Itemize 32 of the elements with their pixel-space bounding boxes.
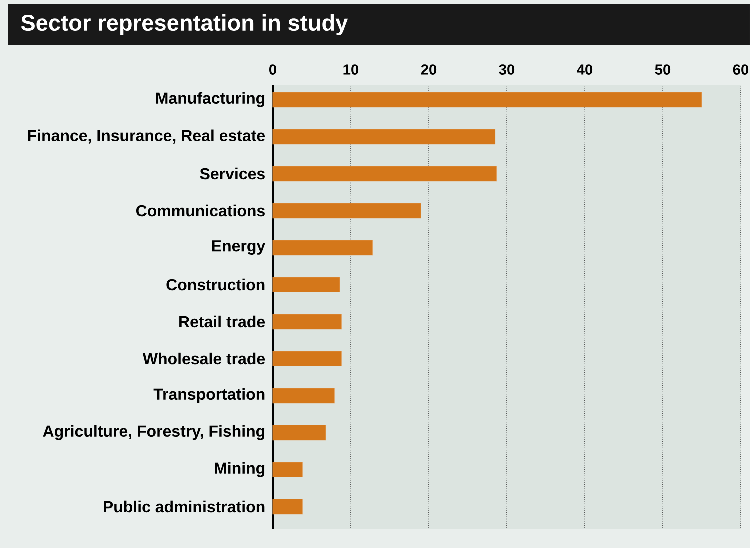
- x-tick-label: 60: [733, 64, 749, 75]
- y-tick-label: Manufacturing: [156, 92, 265, 108]
- y-tick-label: Finance, Insurance, Real estate: [28, 130, 266, 144]
- bar: [272, 277, 340, 293]
- y-tick-label: Public administration: [104, 500, 265, 513]
- y-tick-label: Services: [200, 168, 265, 180]
- x-tick-label: 30: [499, 64, 515, 75]
- y-tick-label: Wholesale trade: [142, 352, 266, 365]
- y-tick-label: Mining: [215, 462, 265, 478]
- bar: [272, 388, 335, 404]
- chart-title: Sector representation in study: [21, 14, 348, 36]
- x-tick-label: 20: [421, 64, 437, 75]
- y-tick-label: Transportation: [154, 388, 265, 404]
- x-tick-label: 50: [655, 64, 671, 75]
- y-tick-label: Construction: [166, 278, 265, 291]
- bar: [272, 425, 326, 441]
- bar: [272, 499, 303, 515]
- x-tick-label: 40: [577, 64, 593, 75]
- x-tick-label: 10: [344, 64, 359, 75]
- bar: [272, 314, 342, 330]
- bar: [272, 203, 422, 219]
- y-tick-label: Retail trade: [180, 316, 266, 328]
- bar: [272, 351, 342, 367]
- bar: [272, 166, 498, 182]
- bar: [272, 92, 702, 108]
- bar: [272, 240, 374, 256]
- y-tick-label: Agriculture, Forestry, Fishing: [43, 425, 265, 440]
- bar: [272, 129, 496, 145]
- bar: [272, 462, 303, 478]
- y-tick-label: Communications: [136, 204, 265, 217]
- y-tick-label: Energy: [212, 240, 266, 255]
- x-tick-label: 0: [270, 64, 276, 75]
